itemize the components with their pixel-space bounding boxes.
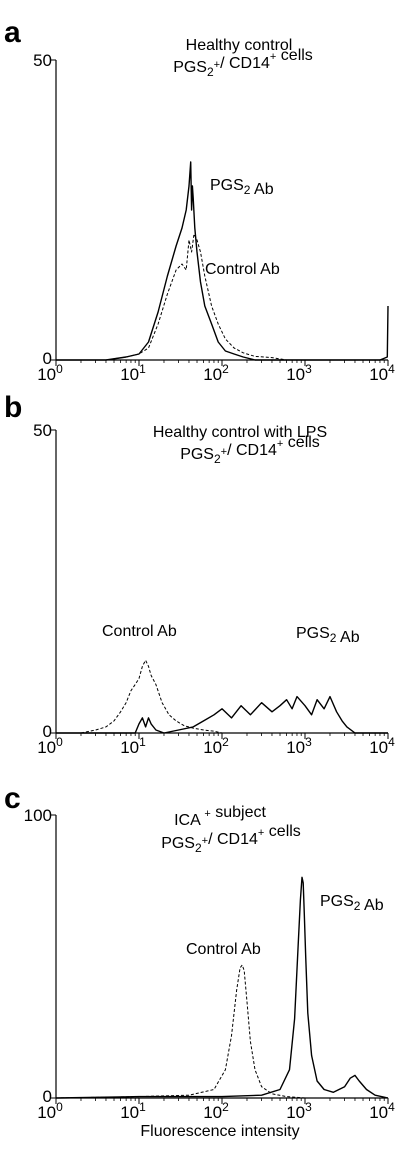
series-line-pgs2-ab — [56, 161, 389, 361]
x-tick-label: 103 — [286, 735, 312, 757]
y-tick-label: 50 — [33, 51, 52, 70]
panel-title-line1: Healthy control — [186, 37, 293, 54]
x-tick-label: 104 — [369, 1100, 395, 1122]
panel-letter: a — [4, 16, 21, 49]
annotation-control-ab: Control Ab — [186, 941, 261, 958]
y-tick-label: 100 — [24, 806, 52, 825]
panel-letter: b — [4, 391, 22, 424]
series-line-control-ab — [55, 964, 388, 1099]
x-axis-label: Fluorescence intensity — [140, 1123, 300, 1140]
annotation-pgs2-ab: PGS2 Ab — [210, 177, 274, 198]
x-tick-label: 102 — [203, 735, 229, 757]
y-tick-label: 0 — [43, 349, 52, 368]
x-tick-label: 102 — [203, 362, 229, 384]
series-line-pgs2-ab — [56, 695, 388, 734]
panel-title-line2: PGS2+/ CD14+ cells — [180, 434, 320, 466]
series-line-pgs2-ab — [55, 876, 389, 1099]
annotation-pgs2-ab: PGS2 Ab — [320, 893, 384, 914]
x-tick-label: 100 — [37, 362, 63, 384]
x-tick-label: 104 — [369, 362, 395, 384]
series-line-control-ab — [56, 233, 388, 361]
panel-title-line2: PGS2+/ CD14+ cells — [161, 823, 301, 855]
x-tick-label: 104 — [369, 735, 395, 757]
panel-title-line1: Healthy control with LPS — [153, 424, 327, 441]
annotation-control-ab: Control Ab — [205, 261, 280, 278]
x-tick-label: 103 — [286, 362, 312, 384]
series-line-control-ab — [56, 659, 388, 734]
panel-title-line1: ICA + subject — [174, 804, 266, 829]
x-tick-label: 100 — [37, 1100, 63, 1122]
x-tick-label: 100 — [37, 735, 63, 757]
y-tick-label: 0 — [43, 1087, 52, 1106]
x-tick-label: 101 — [120, 362, 146, 384]
x-tick-label: 102 — [203, 1100, 229, 1122]
panel-letter: c — [4, 782, 21, 815]
y-tick-label: 0 — [43, 722, 52, 741]
x-tick-label: 101 — [120, 1100, 146, 1122]
panel-title-line2: PGS2+/ CD14+ cells — [173, 47, 313, 79]
x-tick-label: 103 — [286, 1100, 312, 1122]
y-tick-label: 50 — [33, 421, 52, 440]
annotation-pgs2-ab: PGS2 Ab — [296, 625, 360, 646]
annotation-control-ab: Control Ab — [102, 623, 177, 640]
x-tick-label: 101 — [120, 735, 146, 757]
